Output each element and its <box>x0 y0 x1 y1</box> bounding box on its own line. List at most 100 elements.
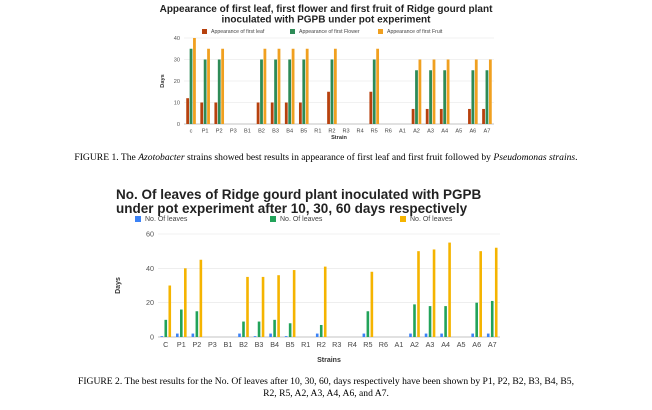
chart-1-y-axis-label: Days <box>160 74 166 87</box>
chart-1-legend-label-1: Appearance of first leaf <box>211 29 265 35</box>
chart-2-x-tick-label: P2 <box>192 340 201 349</box>
chart-1-bar-c-series-1 <box>186 98 190 124</box>
chart-1-bar-B4-series-1 <box>284 102 288 124</box>
chart-2-bar-B5-series-3 <box>292 270 296 337</box>
chart-1-x-tick-label: P3 <box>230 129 237 135</box>
chart-1-bar-R5-series-3 <box>376 48 380 124</box>
chart-1-bar-B3-series-1 <box>270 102 274 124</box>
chart-2-bar-P1-series-2 <box>180 309 183 337</box>
figure-1-caption-suffix: . <box>575 152 578 163</box>
chart-1-legend-label-2: Appearance of first Flower <box>299 29 360 35</box>
chart-1-bar-A3-series-1 <box>425 108 429 124</box>
chart-1-bar-A4-series-3 <box>446 59 450 124</box>
chart-1-x-tick-label: A5 <box>455 129 462 135</box>
chart-1-bar-B5-series-1 <box>298 102 302 124</box>
chart-2-bar-R5-series-3 <box>370 271 374 337</box>
chart-2-bar-A7-series-2 <box>490 300 494 337</box>
figure-2-caption-line-1: FIGURE 2. The best results for the No. O… <box>78 376 574 387</box>
chart-2-bar-A4-series-1 <box>440 333 443 337</box>
chart-2-x-tick-label: A4 <box>441 340 450 349</box>
chart-2-x-tick-label: B5 <box>286 340 295 349</box>
chart-1-bar-R2-series-2 <box>330 59 334 124</box>
chart-2-bar-A6-series-1 <box>471 333 474 337</box>
chart-2-bar-B3-series-3 <box>261 276 265 337</box>
chart-2-bar-R5-series-1 <box>362 333 366 337</box>
chart-1-legend-swatch-2 <box>290 29 295 34</box>
chart-2-bar-P2-series-3 <box>199 259 203 337</box>
chart-1-x-tick-label: R2 <box>328 129 335 135</box>
chart-1-x-tick-label: B4 <box>286 129 293 135</box>
chart-2-y-axis-label: Days <box>115 277 122 294</box>
chart-1-bar-A7-series-3 <box>488 59 492 124</box>
chart-2-bar-B3-series-2 <box>257 321 261 337</box>
chart-2-x-tick-label: C <box>163 340 168 349</box>
chart-2-bar-B2-series-3 <box>246 276 249 337</box>
chart-2-bar-P1-series-1 <box>176 333 179 337</box>
chart-1-bar-A3-series-3 <box>432 59 436 124</box>
chart-1-x-tick-label: B1 <box>244 129 251 135</box>
chart-2-legend-label-3: No. Of leaves <box>410 216 453 223</box>
chart-2-bar-B3-series-1 <box>253 336 257 337</box>
chart-2-bar-R5-series-2 <box>366 311 370 337</box>
chart-2-bar-A3-series-1 <box>424 333 428 337</box>
chart-2-title: No. Of leaves of Ridge gourd plant inocu… <box>116 187 482 216</box>
chart-1-y-tick-label: 10 <box>174 100 180 106</box>
figure-1-caption-italic-azotobacter: Azotobacter <box>138 152 185 163</box>
chart-1-bar-A6-series-3 <box>474 59 478 124</box>
chart-1-bar-P1-series-1 <box>200 102 204 124</box>
chart-2-bar-A4-series-3 <box>448 242 451 337</box>
chart-2-bar-A7-series-3 <box>494 247 498 337</box>
chart-1-x-tick-label: B3 <box>272 129 279 135</box>
chart-1-x-tick-label: c <box>190 129 193 135</box>
chart-2-bar-P2-series-1 <box>191 333 195 337</box>
chart-2-x-tick-label: A1 <box>395 340 404 349</box>
chart-1-bar-A3-series-2 <box>429 70 432 124</box>
chart-2-bar-B2-series-2 <box>242 321 245 337</box>
chart-2-bar-C-series-3 <box>168 285 172 337</box>
chart-2-bar-A7-series-1 <box>486 333 490 337</box>
chart-1-x-tick-label: B2 <box>258 129 265 135</box>
chart-2-x-tick-label: P3 <box>208 340 217 349</box>
figure-2-caption-line-2: R2, R5, A2, A3, A4, A6, and A7. <box>263 388 389 399</box>
chart-1-bar-P1-series-3 <box>207 48 210 124</box>
chart-2-bar-R2-series-2 <box>319 324 323 337</box>
chart-1: Appearance of first leaf, first flower a… <box>160 4 494 140</box>
chart-1-bar-P1-series-2 <box>203 59 207 124</box>
chart-1-x-tick-label: B5 <box>300 129 307 135</box>
chart-2-x-tick-label: B4 <box>270 340 279 349</box>
chart-2-legend-label-1: No. Of leaves <box>145 216 188 223</box>
chart-2-bar-B4-series-2 <box>273 319 276 337</box>
chart-2-x-tick-label: A5 <box>457 340 466 349</box>
chart-2-bar-A3-series-3 <box>432 249 436 337</box>
chart-2-bar-A2-series-1 <box>409 333 412 337</box>
chart-1-bar-B5-series-3 <box>305 48 309 124</box>
chart-1-x-tick-label: A4 <box>441 129 448 135</box>
chart-1-bar-R2-series-1 <box>327 91 330 124</box>
chart-1-bar-A4-series-2 <box>443 70 447 124</box>
chart-2-bar-B5-series-1 <box>284 336 288 337</box>
chart-2-x-tick-label: R2 <box>317 340 326 349</box>
chart-1-bar-B2-series-1 <box>256 102 260 124</box>
chart-1-bar-c-series-3 <box>193 38 196 124</box>
chart-1-x-tick-label: A2 <box>413 129 420 135</box>
chart-1-x-tick-label: A1 <box>399 129 406 135</box>
chart-1-bar-A7-series-1 <box>482 108 485 124</box>
chart-2-x-tick-label: R1 <box>301 340 310 349</box>
chart-1-bar-B4-series-2 <box>288 59 292 124</box>
chart-2-legend-swatch-1 <box>135 216 141 222</box>
chart-1-bar-A2-series-2 <box>415 70 418 124</box>
chart-2-x-tick-label: P1 <box>177 340 186 349</box>
chart-2: No. Of leaves of Ridge gourd plant inocu… <box>115 187 500 364</box>
chart-1-bar-B5-series-2 <box>302 59 306 124</box>
chart-1-bar-A2-series-1 <box>411 108 415 124</box>
chart-1-y-tick-label: 0 <box>177 122 180 128</box>
chart-2-bar-A2-series-3 <box>417 251 420 337</box>
chart-2-bar-C-series-2 <box>164 319 168 337</box>
chart-1-x-axis-label: Strain <box>331 135 347 140</box>
chart-2-x-tick-label: R5 <box>363 340 372 349</box>
chart-1-x-tick-label: A3 <box>427 129 434 135</box>
chart-2-x-tick-label: A6 <box>472 340 481 349</box>
chart-1-bar-A7-series-2 <box>485 70 489 124</box>
chart-1-bar-c-series-2 <box>189 48 193 124</box>
chart-1-bar-B3-series-3 <box>277 48 281 124</box>
